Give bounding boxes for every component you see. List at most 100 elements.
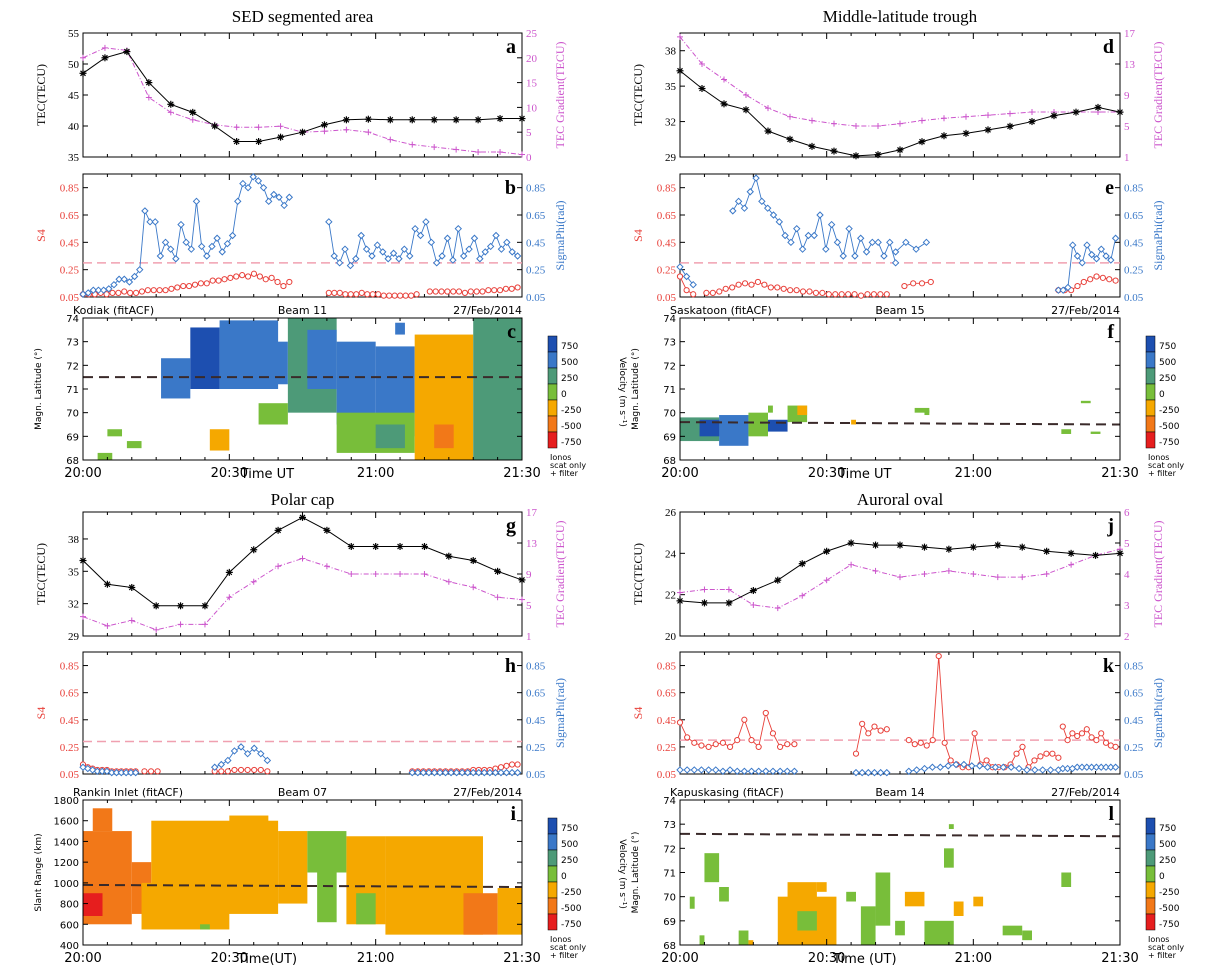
sigmaphi-point xyxy=(944,762,952,770)
sigmaphi-tick-label: 0.85 xyxy=(526,183,546,195)
radar-tick-label: 72 xyxy=(663,361,676,372)
velocity-cell xyxy=(973,896,984,907)
colorbar-tick-label: 750 xyxy=(1159,824,1176,834)
gradient-point xyxy=(494,594,501,601)
date-label: 27/Feb/2014 xyxy=(453,304,522,317)
sigmaphi-point xyxy=(486,768,494,777)
radar-tick-label: 70 xyxy=(663,409,676,420)
s4-point xyxy=(1087,276,1094,283)
gradient-point xyxy=(275,563,282,570)
tec-point xyxy=(152,602,160,610)
sigmaphi-point xyxy=(438,252,446,260)
s4-point xyxy=(1088,734,1095,741)
velocity-cell xyxy=(797,911,817,931)
gradient-point xyxy=(201,621,208,628)
s4-axis-label: S4 xyxy=(631,707,645,720)
colorbar-swatch xyxy=(1145,367,1156,385)
beam-label: Beam 11 xyxy=(278,304,327,317)
sigmaphi-tick-label: 0.45 xyxy=(1124,237,1144,249)
sigmaphi-point xyxy=(224,756,232,765)
marker-stroke xyxy=(299,514,306,521)
gradient-point xyxy=(1043,571,1050,577)
s4-point xyxy=(180,282,187,290)
s4-point xyxy=(755,743,762,750)
gradient-point xyxy=(145,94,152,101)
s4-point xyxy=(748,281,755,288)
sigmaphi-point xyxy=(787,238,795,247)
tec-point xyxy=(494,567,502,575)
colorbar-footer-text: scat only xyxy=(1148,461,1184,470)
s4-point xyxy=(514,284,521,291)
tec-point xyxy=(1018,543,1026,551)
sigmaphi-point xyxy=(775,218,784,226)
sigmaphi-point xyxy=(187,245,196,253)
tec-point xyxy=(445,552,453,560)
radar-tick-label: 74 xyxy=(663,314,676,325)
s4-point xyxy=(690,291,697,298)
radar-tick-label: 69 xyxy=(663,917,676,928)
marker-stroke xyxy=(475,116,482,123)
sigmaphi-point xyxy=(136,265,144,274)
sigmaphi-axis-label: SigmaPhi(rad) xyxy=(553,201,567,271)
colorbar-swatch xyxy=(1145,817,1156,835)
time-tick-label: 21:30 xyxy=(1101,466,1138,481)
s4-point xyxy=(1074,732,1081,740)
marker-stroke xyxy=(677,597,683,604)
s4-point xyxy=(1099,274,1106,281)
velocity-cell xyxy=(860,906,876,945)
sigmaphi-point xyxy=(84,289,92,297)
marker-stroke xyxy=(123,48,130,55)
s4-point xyxy=(1074,282,1081,290)
sigmaphi-point xyxy=(952,760,960,769)
gradient-point xyxy=(875,123,881,129)
s4-point xyxy=(203,280,210,287)
s4-point xyxy=(877,291,884,298)
sigmaphi-point xyxy=(920,764,929,773)
velocity-cell xyxy=(1002,925,1023,936)
sigmaphi-point xyxy=(968,762,976,770)
marker-stroke xyxy=(897,146,903,153)
radar-tick-label: 600 xyxy=(60,920,79,931)
velocity-cell xyxy=(1061,429,1072,434)
radar-tick-label: 69 xyxy=(66,432,79,443)
tec-point xyxy=(962,129,970,137)
velocity-cell xyxy=(126,441,142,449)
sigmaphi-point xyxy=(912,245,920,253)
colorbar-swatch xyxy=(547,817,558,835)
gradient-point xyxy=(1029,109,1035,116)
sigmaphi-point xyxy=(470,234,479,242)
s4-point xyxy=(514,761,521,768)
time-axis-label: Time UT xyxy=(837,467,891,482)
tec-point xyxy=(430,116,438,124)
tec-point xyxy=(250,546,258,554)
marker-stroke xyxy=(177,602,184,609)
time-tick-label: 20:00 xyxy=(661,951,698,966)
boundary-dashed-line xyxy=(679,421,1121,426)
s4-point xyxy=(870,291,878,298)
gradient-point xyxy=(453,146,460,153)
gradient-tick-label: 2 xyxy=(1124,631,1130,643)
radar-tick-label: 70 xyxy=(663,893,676,904)
sigmaphi-point xyxy=(151,218,159,226)
s4-point xyxy=(911,741,918,748)
gradient-point xyxy=(372,571,379,577)
colorbar-tick-label: 0 xyxy=(561,872,567,882)
date-label: 27/Feb/2014 xyxy=(453,786,522,799)
s4-point xyxy=(905,737,912,744)
s4-point xyxy=(761,281,768,288)
velocity-cell xyxy=(797,405,808,416)
s4-tick-label: 0.45 xyxy=(60,237,80,249)
sigmaphi-point xyxy=(683,766,691,774)
tec-point xyxy=(742,106,750,114)
velocity-cell xyxy=(846,891,856,902)
sigmaphi-tick-label: 0.05 xyxy=(1124,292,1144,304)
sigmaphi-point xyxy=(497,245,506,253)
s4-point xyxy=(244,273,252,280)
sigmaphi-point xyxy=(197,242,206,251)
sigmaphi-point xyxy=(1059,764,1067,773)
s4-point xyxy=(1037,753,1044,760)
s4-point xyxy=(1093,737,1100,744)
sigmaphi-point xyxy=(712,766,720,774)
velocity-cell xyxy=(1022,930,1032,941)
radar-tick-label: 69 xyxy=(663,432,676,443)
